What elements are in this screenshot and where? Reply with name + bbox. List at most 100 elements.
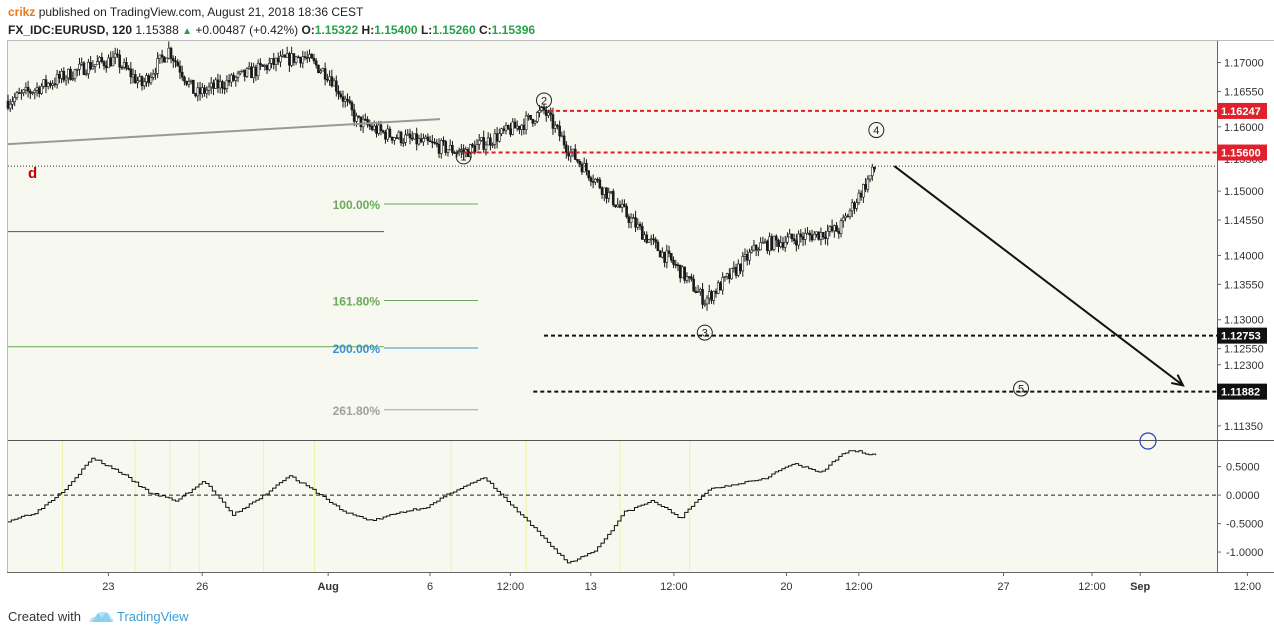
candle-body (104, 65, 108, 69)
candle-body (205, 89, 209, 94)
published-info: published on TradingView.com, August 21,… (38, 5, 364, 19)
oscillator-tick-label: -1.0000 (1226, 547, 1263, 559)
oscillator-tick-label: 0.0000 (1226, 490, 1260, 502)
candle-body (42, 79, 46, 87)
candle-body (134, 74, 137, 84)
candle-body (870, 166, 874, 177)
time-tick-label: 12:00 (497, 581, 525, 593)
candle-body (817, 231, 821, 240)
candle-body (542, 106, 546, 111)
candle-body (29, 90, 32, 94)
candle-body (15, 92, 19, 98)
candle-body (305, 57, 309, 59)
candle-body (754, 244, 758, 251)
candle-body (274, 57, 278, 66)
candle-body (509, 128, 512, 135)
candle-body (636, 223, 640, 228)
candle-body (343, 98, 347, 102)
candle-body (565, 144, 568, 153)
candle-body (308, 54, 311, 58)
candle-body (406, 133, 410, 136)
candle-body (417, 138, 421, 145)
candle-body (415, 133, 419, 145)
price-tick-label: 1.13550 (1224, 279, 1264, 291)
candle-body (580, 164, 584, 173)
candle-body (486, 137, 490, 146)
candle-body (49, 82, 52, 86)
candle-body (165, 57, 168, 63)
oscillator-series (8, 450, 1217, 564)
candle-body (529, 114, 532, 120)
candle-body (495, 133, 499, 142)
time-axis[interactable] (0, 572, 1274, 600)
candle-body (399, 131, 403, 144)
candle-body (833, 225, 836, 232)
price-label-text: 1.11882 (1221, 387, 1260, 399)
candle-body (739, 263, 742, 272)
candle-body (645, 234, 649, 243)
candle-body (576, 159, 579, 162)
candle-body (710, 291, 713, 301)
chart-area[interactable]: 100.00% 161.80% 200.00% 261.80% 1 2 3 4 5 d 1.170… (0, 40, 1274, 600)
time-tick-label: Aug (317, 581, 338, 593)
candle-body (797, 233, 800, 246)
candle-body (183, 76, 186, 82)
candle-body (238, 71, 242, 74)
author-link[interactable]: crikz (8, 5, 36, 19)
oscillator-tick-label: 0.5000 (1226, 462, 1260, 474)
candle-body (560, 135, 564, 138)
candle-body (352, 109, 356, 122)
candle-body (504, 125, 508, 131)
tradingview-cloud-icon[interactable] (88, 608, 114, 629)
candle-body (319, 70, 322, 73)
candle-body (527, 114, 530, 117)
low-value: 1.15260 (432, 23, 476, 37)
trendline (7, 118, 441, 146)
candle-body (745, 254, 749, 261)
candle-body (381, 130, 385, 133)
candle-body (480, 137, 483, 141)
candle-body (397, 131, 401, 139)
candle-body (573, 148, 577, 160)
candle-body (654, 239, 657, 243)
candle-body (435, 142, 439, 145)
candle-body (154, 73, 157, 75)
candle-body (578, 160, 582, 165)
price-tick-label: 1.16000 (1224, 122, 1264, 134)
candle-body (314, 60, 318, 66)
candle-body (194, 93, 197, 97)
candle-body (388, 128, 392, 138)
candle-body (502, 128, 506, 131)
candle-body (777, 239, 780, 247)
candle-body (734, 266, 738, 276)
candle-body (853, 202, 856, 209)
candle-body (227, 79, 231, 83)
price-label-text: 1.16247 (1221, 106, 1261, 118)
candle-body (11, 101, 14, 105)
candle-body (330, 76, 334, 87)
candle-body (571, 148, 575, 153)
candle-body (254, 66, 258, 77)
tradingview-brand-link[interactable]: TradingView (117, 609, 189, 624)
wave-circle (536, 92, 552, 109)
candle-body (714, 291, 718, 294)
candle-body (390, 136, 394, 141)
candle-body (207, 86, 211, 91)
candle-body (250, 66, 253, 79)
candle-body (743, 254, 747, 257)
wave-label: 3 (702, 328, 708, 340)
candle-body (665, 250, 669, 263)
candle-body (500, 128, 503, 135)
candle-body (142, 81, 146, 87)
candle-body (457, 151, 461, 154)
price-axis[interactable] (1217, 40, 1274, 572)
candle-body (489, 137, 492, 146)
time-tick-label: Sep (1130, 581, 1150, 593)
candle-body (364, 118, 367, 121)
candle-body (71, 78, 75, 80)
candle-body (355, 115, 358, 122)
candle-body (428, 140, 432, 143)
candle-body (261, 64, 264, 67)
candle-body (84, 73, 88, 76)
